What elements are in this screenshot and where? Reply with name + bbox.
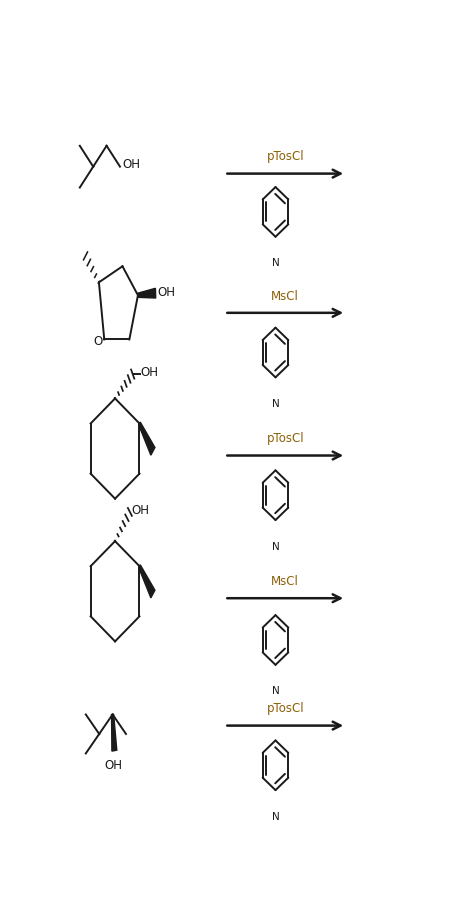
Polygon shape [139,423,155,456]
Text: pTosCl: pTosCl [266,432,304,445]
Polygon shape [111,714,117,751]
Text: pTosCl: pTosCl [266,702,304,714]
Polygon shape [138,289,156,299]
Text: OH: OH [158,286,176,299]
Polygon shape [139,565,155,598]
Text: pTosCl: pTosCl [266,150,304,163]
Text: N: N [272,811,279,821]
Text: N: N [272,258,279,268]
Text: N: N [272,398,279,408]
Text: MsCl: MsCl [271,289,299,303]
Text: O: O [93,335,102,348]
Text: OH: OH [105,758,123,771]
Text: OH: OH [122,158,140,172]
Text: OH: OH [141,366,158,379]
Text: OH: OH [131,503,149,516]
Text: MsCl: MsCl [271,574,299,588]
Text: N: N [272,685,279,695]
Text: N: N [272,541,279,551]
